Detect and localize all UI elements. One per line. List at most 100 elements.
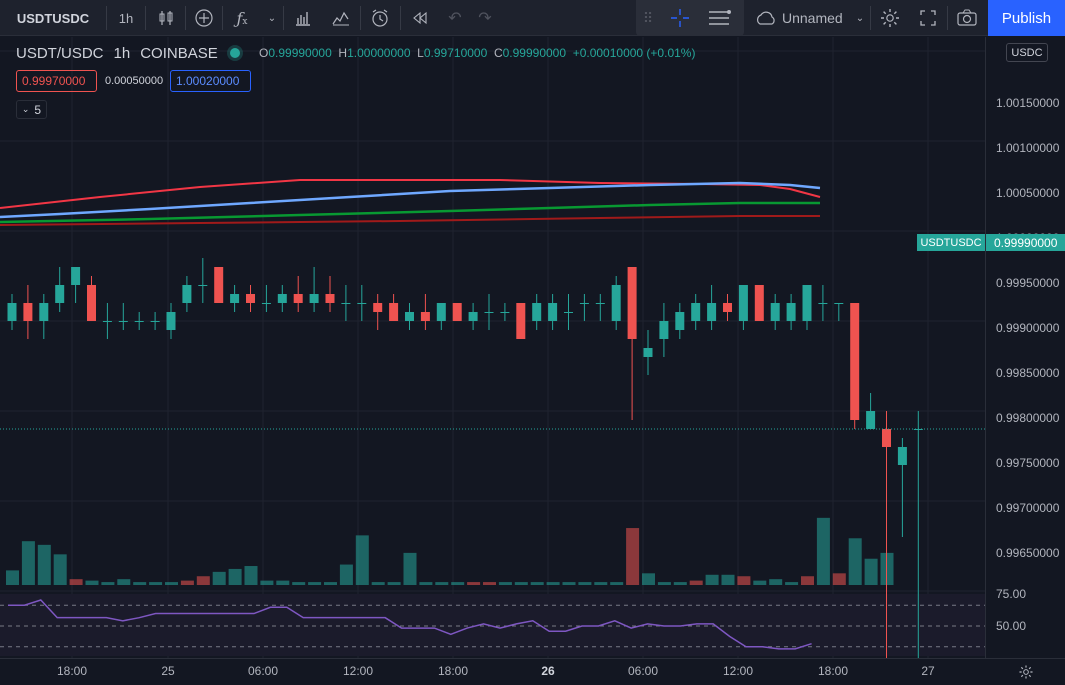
volume-bar: [769, 579, 783, 585]
candle-body: [564, 312, 573, 313]
candle-body: [39, 303, 49, 321]
time-axis[interactable]: [0, 658, 1065, 685]
chart-settings-icon[interactable]: [1018, 664, 1034, 685]
ma-fast-line: [0, 179, 821, 209]
volume-bar: [785, 582, 799, 585]
high-label: H: [338, 46, 348, 60]
fullscreen-icon[interactable]: [910, 0, 946, 36]
volume-bar: [117, 579, 131, 585]
buy-button[interactable]: 1.00020000: [170, 70, 251, 92]
volume-bar: [514, 582, 528, 585]
toolbar-divider: [870, 6, 871, 30]
toolbar-divider: [145, 6, 146, 30]
volume-bar: [546, 582, 560, 585]
symbol-search-button[interactable]: USDTUSDC: [16, 10, 90, 26]
candle-body: [595, 303, 605, 304]
floating-drawing-toolbar: ⠿: [636, 0, 744, 36]
time-axis-label: 26: [541, 664, 555, 678]
volume-bar: [260, 580, 274, 585]
templates-icon[interactable]: [323, 0, 359, 36]
time-axis-label: 18:00: [437, 664, 469, 678]
currency-label[interactable]: USDC: [1006, 43, 1048, 62]
market-status-icon: [229, 48, 240, 58]
volume-bar: [530, 582, 544, 585]
price-axis[interactable]: [985, 37, 1065, 658]
volume-bar: [705, 574, 719, 585]
alert-icon[interactable]: [362, 0, 398, 36]
price-chart[interactable]: [0, 37, 985, 685]
bar-style-icon[interactable]: [285, 0, 321, 36]
candle-body: [723, 303, 732, 312]
candle-body: [866, 411, 876, 429]
drag-handle-icon[interactable]: ⠿: [642, 9, 654, 26]
chevron-down-icon[interactable]: ⌄: [855, 12, 865, 24]
candle-body: [357, 303, 367, 304]
chevron-down-icon[interactable]: ⌄: [267, 12, 277, 24]
candle-body: [261, 303, 271, 304]
candle-body: [246, 294, 255, 303]
volume-bar: [85, 580, 99, 585]
layout-name-button[interactable]: Unnamed: [782, 10, 843, 26]
time-axis-label: 18:00: [817, 664, 849, 678]
time-axis-label: 06:00: [627, 664, 659, 678]
indicators-toggle[interactable]: ⌄ 5: [16, 100, 47, 119]
undo-icon[interactable]: ↶: [448, 10, 462, 27]
volume-bar: [435, 582, 449, 585]
toolbar-divider: [283, 6, 284, 30]
volume-bar: [21, 541, 35, 585]
volume-bar: [721, 574, 735, 585]
open-label: O: [259, 46, 269, 60]
candle-body: [579, 303, 589, 304]
volume-bar: [6, 570, 19, 585]
candle-body: [55, 285, 65, 303]
volume-bar: [403, 552, 417, 585]
volume-bar: [657, 582, 671, 585]
candles-icon[interactable]: [148, 0, 184, 36]
volume-bar: [578, 582, 592, 585]
snapshot-icon[interactable]: [949, 0, 985, 36]
rsi-axis-label: 50.00: [996, 619, 1027, 633]
volume-bar: [753, 580, 767, 585]
ma-mid-line: [0, 181, 821, 219]
candle-body: [611, 285, 621, 321]
candle-body: [436, 303, 446, 321]
volume-bar: [387, 582, 401, 585]
spread-value: 0.00050000: [105, 75, 164, 87]
interval-button[interactable]: 1h: [118, 10, 134, 26]
candle-body: [214, 267, 224, 303]
chart-pane[interactable]: [0, 37, 985, 685]
low-value: 0.99710000: [423, 46, 488, 60]
volume-bar: [832, 573, 846, 585]
rsi-axis-label: 75.00: [996, 587, 1027, 601]
time-axis-label: 25: [161, 664, 175, 678]
replay-icon[interactable]: [402, 0, 438, 36]
candle-body: [150, 321, 160, 322]
candle-body: [293, 294, 303, 303]
add-compare-icon[interactable]: [187, 0, 221, 36]
candle-body: [420, 312, 430, 321]
candle-body: [166, 312, 176, 330]
object-tree-icon[interactable]: [700, 0, 740, 36]
settings-icon[interactable]: [872, 0, 908, 36]
price-axis-label: 0.99850000: [996, 366, 1060, 380]
volume-bar: [642, 573, 655, 585]
price-axis-label: 0.99900000: [996, 321, 1060, 335]
crosshair-icon[interactable]: [662, 0, 698, 36]
candle-body: [707, 303, 717, 321]
candle-body: [71, 267, 81, 285]
volume-bar: [276, 580, 290, 585]
ma-long-line: [0, 215, 820, 226]
candle-body: [738, 285, 748, 321]
open-value: 0.99990000: [268, 46, 332, 60]
candle-body: [198, 285, 208, 286]
time-axis-label: 06:00: [247, 664, 279, 678]
publish-button[interactable]: Publish: [988, 0, 1065, 36]
legend-symbol: USDT/USDC: [16, 44, 104, 62]
redo-icon[interactable]: ↷: [478, 10, 492, 27]
sell-button[interactable]: 0.99970000: [16, 70, 97, 92]
candle-body: [405, 312, 414, 321]
toolbar-divider: [222, 6, 223, 30]
series-legend[interactable]: USDT/USDC 1h COINBASE: [16, 43, 254, 63]
chevron-down-icon: ⌄: [21, 104, 30, 114]
